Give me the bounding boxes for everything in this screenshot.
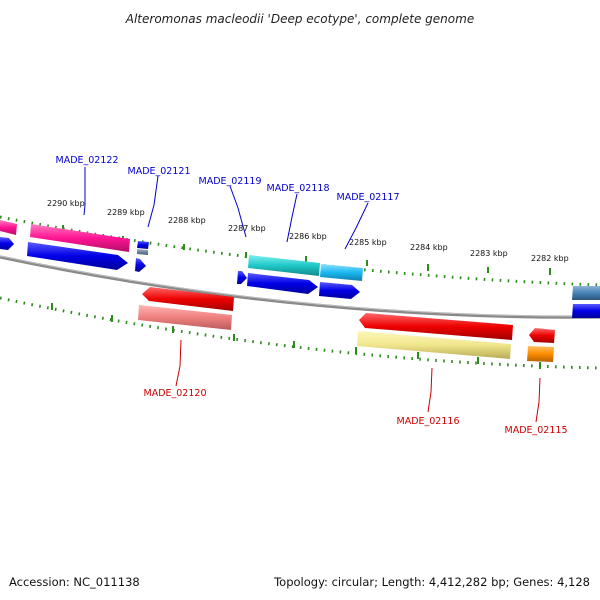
feature-cyan xyxy=(248,255,320,276)
tick-label-2288: 2288 kbp xyxy=(168,216,206,225)
forward-leader-lines xyxy=(83,167,369,250)
cds-forward-02118 xyxy=(247,273,318,294)
feature-khaki xyxy=(357,331,511,359)
tick-label-2285: 2285 kbp xyxy=(349,238,387,247)
gene-label-made-02119[interactable]: MADE_02119 xyxy=(199,176,262,187)
feature-small-greyblue xyxy=(137,249,148,255)
inner-scale-track xyxy=(0,296,600,370)
gene-label-made-02120[interactable]: MADE_02120 xyxy=(144,388,207,399)
cds-forward-small xyxy=(237,271,247,284)
tick-label-2290: 2290 kbp xyxy=(47,199,85,208)
cds-reverse-02116 xyxy=(359,313,513,340)
tick-label-2284: 2284 kbp xyxy=(410,243,448,252)
gene-label-made-02115[interactable]: MADE_02115 xyxy=(505,425,568,436)
tick-label-2282: 2282 kbp xyxy=(531,254,569,263)
reverse-feature-band xyxy=(138,305,554,362)
gene-label-made-02121[interactable]: MADE_02121 xyxy=(128,166,191,177)
inner-major-ticks xyxy=(51,303,541,369)
feature-small-blue xyxy=(137,241,149,249)
outer-scale-track xyxy=(0,215,600,287)
genome-backbone xyxy=(0,255,600,319)
reverse-gene-labels: MADE_02120 MADE_02116 MADE_02115 xyxy=(144,388,568,436)
feature-pink-left-edge xyxy=(0,220,17,235)
feature-orange xyxy=(527,346,554,362)
cds-forward-02117 xyxy=(319,282,360,299)
scale-labels: 2290 kbp 2289 kbp 2288 kbp 2287 kbp 2286… xyxy=(47,199,569,263)
gene-label-made-02116[interactable]: MADE_02116 xyxy=(397,416,460,427)
map-title: Alteromonas macleodii 'Deep ecotype', co… xyxy=(125,12,474,26)
gene-label-made-02117[interactable]: MADE_02117 xyxy=(337,192,400,203)
cds-forward-right-edge xyxy=(572,304,600,318)
tick-label-2289: 2289 kbp xyxy=(107,208,145,217)
topology-summary-text: Topology: circular; Length: 4,412,282 bp… xyxy=(273,575,590,589)
tick-label-2283: 2283 kbp xyxy=(470,249,508,258)
cds-reverse-02115 xyxy=(529,328,555,343)
cds-forward-02122 xyxy=(27,242,128,270)
accession-text: Accession: NC_011138 xyxy=(9,575,140,589)
feature-pink xyxy=(30,224,130,252)
reverse-cds-band xyxy=(142,287,555,343)
feature-sky xyxy=(320,264,363,281)
gene-label-made-02118[interactable]: MADE_02118 xyxy=(267,183,330,194)
forward-feature-band xyxy=(0,220,600,300)
tick-label-2287: 2287 kbp xyxy=(228,224,266,233)
tick-label-2286: 2286 kbp xyxy=(289,232,327,241)
cds-forward-02121 xyxy=(135,258,146,272)
cds-forward-left-edge xyxy=(0,237,14,250)
gene-label-made-02122[interactable]: MADE_02122 xyxy=(56,155,119,166)
cds-reverse-02120 xyxy=(142,287,234,311)
feature-salmon xyxy=(138,305,232,330)
feature-steel-right-edge xyxy=(572,286,600,300)
forward-cds-band xyxy=(0,237,600,318)
forward-gene-labels: MADE_02122 MADE_02121 MADE_02119 MADE_02… xyxy=(56,155,400,203)
reverse-leader-lines xyxy=(175,339,541,423)
